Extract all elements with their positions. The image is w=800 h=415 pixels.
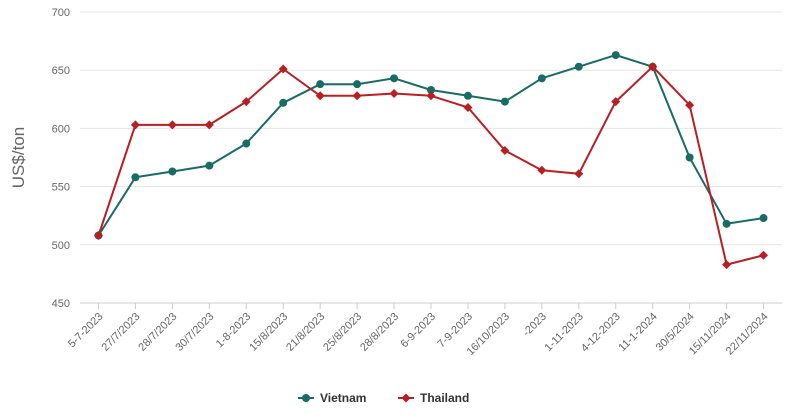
series-lines	[93, 51, 769, 270]
axes: 450500550600650700US$/ton5-7-202327/7/20…	[9, 7, 771, 358]
x-tick-label: -2023	[521, 311, 549, 339]
x-tick-label: 30/7/2023	[173, 311, 216, 354]
data-point[interactable]	[574, 62, 583, 71]
y-tick-label: 450	[52, 298, 70, 310]
x-tick-label: 27/7/2023	[99, 311, 142, 354]
data-point[interactable]	[93, 230, 103, 240]
y-tick-label: 500	[52, 240, 70, 252]
data-point[interactable]	[389, 88, 399, 98]
series-thailand[interactable]	[93, 62, 769, 270]
data-point[interactable]	[167, 120, 177, 130]
data-point[interactable]	[685, 153, 694, 162]
x-tick-label: 28/8/2023	[358, 311, 401, 354]
data-point[interactable]	[242, 139, 251, 148]
data-point[interactable]	[611, 51, 620, 60]
y-tick-label: 650	[52, 65, 70, 77]
data-point[interactable]	[130, 120, 140, 130]
data-point[interactable]	[722, 219, 731, 228]
legend-item-vietnam[interactable]: Vietnam	[298, 391, 366, 405]
x-tick-label: 25/8/2023	[321, 311, 364, 354]
data-point[interactable]	[427, 85, 435, 94]
legend-marker	[401, 393, 411, 403]
legend-item-thailand[interactable]: Thailand	[398, 391, 469, 405]
data-point[interactable]	[353, 80, 362, 89]
data-point[interactable]	[722, 260, 732, 270]
data-point[interactable]	[463, 91, 472, 100]
data-point[interactable]	[685, 100, 695, 110]
data-point[interactable]	[168, 167, 177, 176]
data-point[interactable]	[574, 169, 584, 179]
y-tick-label: 550	[52, 182, 70, 194]
data-point[interactable]	[500, 146, 510, 156]
legend[interactable]: Vietnam Thailand	[298, 391, 469, 405]
y-tick-label: 700	[52, 7, 70, 19]
x-tick-label: 21/8/2023	[284, 311, 327, 354]
legend-label: Thailand	[420, 391, 469, 405]
data-point[interactable]	[537, 165, 547, 175]
data-point[interactable]	[241, 97, 251, 107]
data-point[interactable]	[278, 64, 288, 74]
data-point[interactable]	[205, 161, 214, 170]
data-point[interactable]	[759, 250, 769, 260]
gridlines	[80, 11, 782, 304]
data-point[interactable]	[537, 74, 546, 83]
data-point[interactable]	[500, 97, 509, 106]
data-point[interactable]	[648, 62, 658, 72]
y-axis-title: US$/ton	[9, 127, 28, 188]
x-tick-label: 28/7/2023	[136, 311, 179, 354]
y-tick-label: 600	[52, 123, 70, 135]
data-point[interactable]	[316, 80, 325, 89]
data-point[interactable]	[390, 74, 399, 83]
series-vietnam[interactable]	[94, 51, 768, 240]
data-point[interactable]	[611, 97, 621, 107]
data-point[interactable]	[759, 214, 768, 223]
legend-marker	[302, 394, 310, 402]
x-tick-label: 4-12-2023	[579, 311, 623, 355]
series-line	[97, 54, 765, 237]
x-tick-label: 11-1-2024	[616, 311, 659, 354]
x-tick-label: 15/8/2023	[247, 311, 290, 354]
data-point[interactable]	[315, 91, 325, 101]
data-point[interactable]	[352, 91, 362, 101]
data-point[interactable]	[204, 120, 214, 130]
data-point[interactable]	[131, 173, 140, 182]
legend-label: Vietnam	[320, 391, 366, 405]
x-tick-label: 6-9-2023	[398, 311, 438, 351]
data-point[interactable]	[279, 98, 288, 107]
data-point[interactable]	[463, 102, 473, 112]
data-point[interactable]	[426, 91, 436, 101]
